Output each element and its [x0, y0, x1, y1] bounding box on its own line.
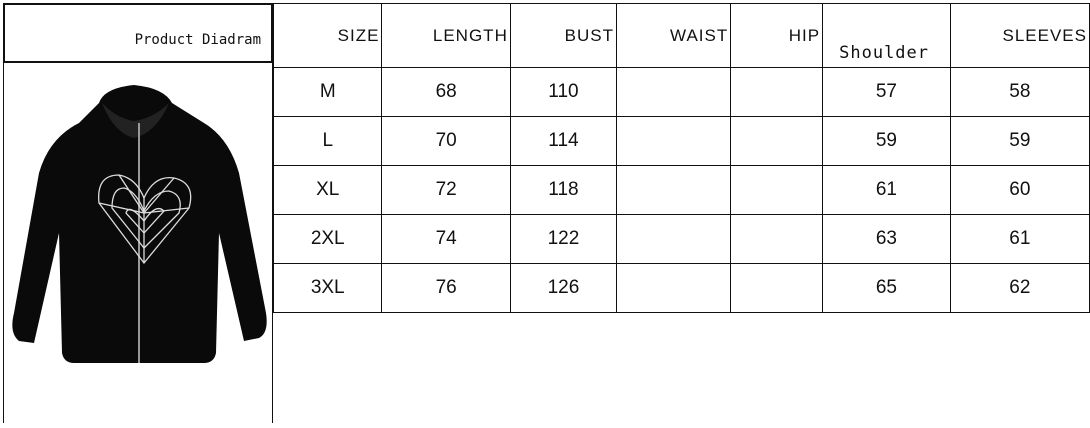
length-cell: 76: [381, 263, 511, 313]
hip-cell: [730, 116, 824, 166]
header-sleeves: SLEEVES: [949, 3, 1090, 68]
hip-cell: [730, 67, 824, 117]
size-cell: 2XL: [272, 214, 383, 264]
bust-cell: 118: [509, 165, 618, 215]
table-row: M 68 110 57 58: [272, 67, 1090, 117]
size-cell: M: [272, 67, 383, 117]
waist-cell: [616, 165, 732, 215]
bust-cell: 114: [509, 116, 618, 166]
waist-cell: [616, 67, 732, 117]
length-cell: 70: [381, 116, 511, 166]
shoulder-cell: 57: [822, 67, 951, 117]
hoodie-icon: [12, 85, 267, 363]
bust-cell: 122: [509, 214, 618, 264]
length-cell: 74: [381, 214, 511, 264]
size-chart-table: SIZE LENGTH BUST WAIST HIP Shoulder SLEE…: [272, 3, 1090, 313]
hip-cell: [730, 165, 824, 215]
shoulder-cell: 65: [822, 263, 951, 313]
sleeves-cell: 59: [949, 116, 1090, 166]
waist-cell: [616, 263, 732, 313]
length-cell: 68: [381, 67, 511, 117]
waist-cell: [616, 214, 732, 264]
header-hip: HIP: [730, 3, 824, 68]
hip-cell: [730, 263, 824, 313]
table-row: XL 72 118 61 60: [272, 165, 1090, 215]
shoulder-cell: 63: [822, 214, 951, 264]
sleeves-cell: 58: [949, 67, 1090, 117]
sleeves-cell: 60: [949, 165, 1090, 215]
table-row: 3XL 76 126 65 62: [272, 263, 1090, 313]
header-bust: BUST: [509, 3, 618, 68]
sleeves-cell: 61: [949, 214, 1090, 264]
size-cell: L: [272, 116, 383, 166]
shoulder-cell: 61: [822, 165, 951, 215]
length-cell: 72: [381, 165, 511, 215]
bust-cell: 126: [509, 263, 618, 313]
table-row: L 70 114 59 59: [272, 116, 1090, 166]
product-image: [3, 63, 273, 423]
header-waist: WAIST: [616, 3, 732, 68]
table-row: 2XL 74 122 63 61: [272, 214, 1090, 264]
size-cell: XL: [272, 165, 383, 215]
bust-cell: 110: [509, 67, 618, 117]
header-length: LENGTH: [381, 3, 511, 68]
size-cell: 3XL: [272, 263, 383, 313]
header-row: SIZE LENGTH BUST WAIST HIP Shoulder SLEE…: [272, 3, 1090, 68]
sleeves-cell: 62: [949, 263, 1090, 313]
header-shoulder: Shoulder: [822, 3, 951, 68]
product-diagram-label: Product Diadram: [3, 3, 273, 63]
waist-cell: [616, 116, 732, 166]
header-size: SIZE: [272, 3, 383, 68]
hip-cell: [730, 214, 824, 264]
shoulder-cell: 59: [822, 116, 951, 166]
